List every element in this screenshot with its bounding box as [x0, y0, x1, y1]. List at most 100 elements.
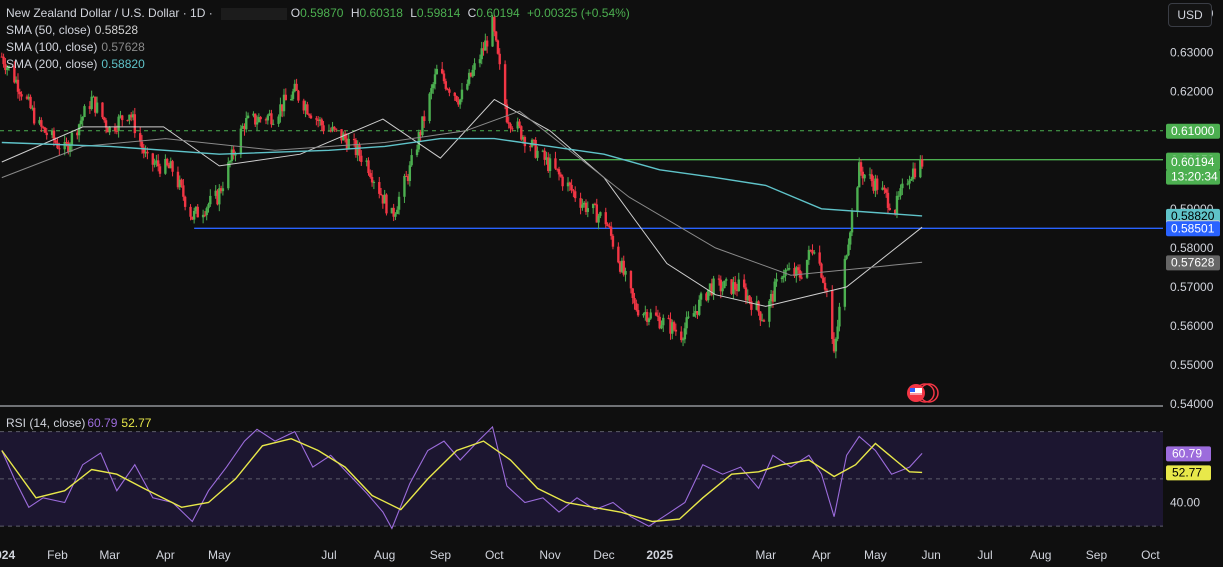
candle-body	[843, 258, 847, 307]
candle-body	[548, 158, 552, 172]
time-tick-label: Mar	[99, 548, 120, 562]
candle-body	[304, 104, 307, 111]
candle-body	[56, 142, 59, 149]
candle-body	[762, 320, 766, 322]
candle-body	[264, 119, 268, 121]
candle-body	[268, 113, 271, 116]
candle-body	[158, 166, 162, 174]
candle-body	[919, 159, 922, 178]
time-tick-label: Oct	[485, 548, 504, 562]
candle-body	[557, 169, 561, 175]
rsi-legend[interactable]: RSI (14, close) 60.79 52.77	[6, 416, 155, 430]
candle-body	[845, 255, 848, 259]
candle-body	[523, 137, 527, 147]
candle-body	[227, 162, 230, 189]
currency-button[interactable]: USD	[1168, 3, 1212, 27]
candle-body	[333, 126, 336, 129]
rsi-label-box	[1166, 446, 1211, 462]
time-tick-label: Sep	[1086, 548, 1108, 562]
candle-body	[259, 117, 262, 120]
rsi-lines	[1, 425, 923, 530]
candle-body	[448, 89, 451, 93]
price-label-box	[1166, 169, 1220, 185]
candle-body	[50, 130, 54, 136]
candle-body	[906, 183, 909, 185]
candle-body	[367, 160, 370, 174]
candle-body	[365, 160, 368, 162]
sma-100-label: SMA (100, close)	[6, 40, 98, 54]
candle-body	[165, 158, 169, 166]
candle-body	[858, 162, 861, 188]
sma-200-legend[interactable]: SMA (200, close) 0.58820	[6, 57, 149, 71]
candle-body	[813, 252, 816, 254]
candle-body	[769, 293, 773, 301]
candle-body	[103, 117, 106, 121]
candle-body	[579, 198, 582, 208]
candle-body	[241, 125, 244, 129]
candle-body	[893, 209, 897, 214]
candle-body	[421, 116, 424, 136]
candle-body	[405, 175, 408, 177]
rsi-label-text: 52.77	[1172, 465, 1202, 479]
candle-body	[277, 116, 280, 124]
candle-body	[455, 96, 458, 102]
time-tick-label: 2024	[0, 548, 15, 562]
candle-body	[433, 74, 437, 85]
us-flag-icon[interactable]	[907, 383, 939, 403]
candle-body	[667, 317, 670, 319]
candle-body	[176, 171, 180, 188]
candle-body	[403, 175, 406, 197]
candle-body	[239, 128, 243, 155]
candle-body	[469, 72, 473, 77]
candle-body	[128, 114, 131, 121]
candle-body	[104, 120, 108, 128]
candle-body	[58, 148, 61, 150]
candle-body	[121, 115, 124, 121]
close-label: C	[467, 6, 477, 20]
candle-body	[343, 133, 347, 139]
candle-body	[494, 31, 498, 41]
sma-50-legend[interactable]: SMA (50, close) 0.58528	[6, 23, 142, 37]
candle-body	[406, 176, 410, 181]
candle-body	[408, 165, 412, 181]
candle-body	[681, 339, 685, 341]
time-tick-label: Aug	[374, 548, 395, 562]
candle-body	[480, 48, 483, 60]
candle-body	[645, 312, 649, 322]
candle-body	[254, 113, 257, 125]
candle-body	[850, 211, 854, 233]
candle-body	[498, 53, 501, 65]
candle-body	[735, 289, 739, 292]
candle-body	[113, 126, 117, 131]
candle-body	[521, 137, 525, 140]
candle-body	[796, 267, 800, 271]
sma-100-legend[interactable]: SMA (100, close) 0.57628	[6, 40, 149, 54]
candle-body	[183, 196, 187, 207]
candle-body	[423, 116, 426, 122]
candle-body	[45, 132, 48, 136]
candle-body	[453, 92, 456, 97]
candle-body	[901, 183, 904, 189]
candle-body	[315, 118, 318, 120]
price-label-text: 0.58501	[1171, 221, 1215, 235]
candle-body	[586, 208, 589, 212]
candle-body	[38, 120, 41, 124]
low-label: L	[410, 6, 417, 20]
candle-body	[164, 158, 167, 174]
candle-body	[316, 119, 320, 121]
candle-body	[126, 120, 129, 122]
candle-body	[94, 96, 97, 113]
candle-body	[178, 179, 181, 188]
candle-body	[180, 179, 183, 186]
candle-body	[440, 68, 444, 74]
candle-body	[534, 140, 537, 158]
candle-body	[81, 116, 84, 121]
rsi-label-box	[1166, 465, 1211, 481]
time-tick-label: Nov	[539, 548, 560, 562]
candle-body	[699, 293, 703, 300]
candle-body	[606, 224, 609, 227]
candle-body	[746, 295, 749, 301]
candle-body	[493, 16, 496, 32]
candle-body	[309, 115, 313, 119]
